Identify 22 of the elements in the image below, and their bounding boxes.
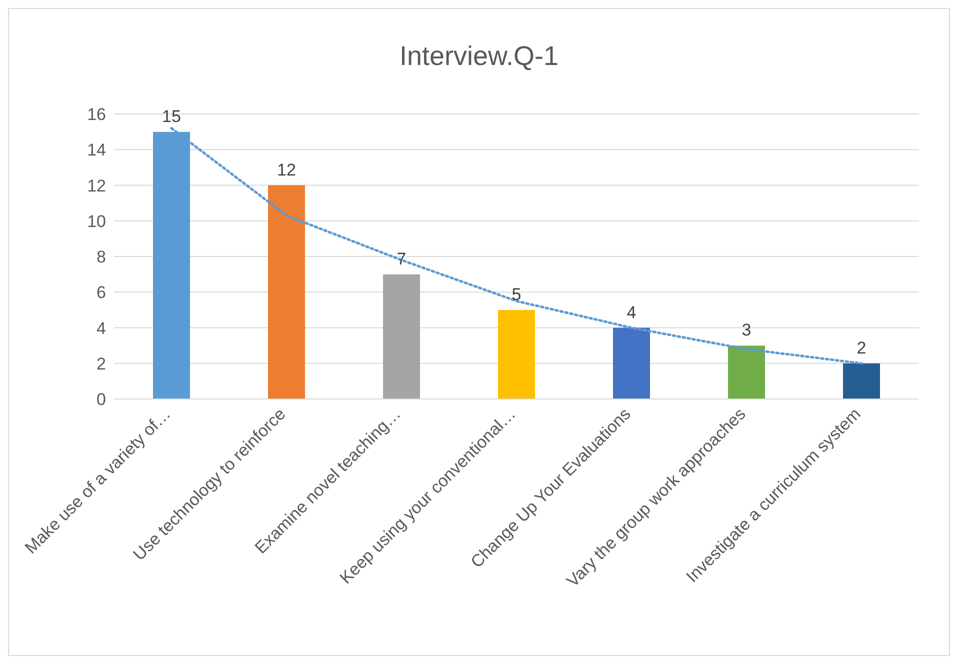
bar	[498, 310, 535, 399]
y-tick-label: 6	[96, 283, 106, 302]
data-label: 4	[626, 302, 636, 322]
y-tick-label: 8	[96, 248, 106, 267]
y-tick-label: 10	[87, 212, 106, 231]
y-tick-label: 14	[87, 140, 106, 160]
y-tick-label: 16	[87, 105, 106, 124]
bar	[728, 346, 765, 399]
data-label: 15	[162, 106, 181, 126]
chart-title: Interview.Q-1	[398, 41, 560, 72]
y-tick-label: 2	[96, 354, 106, 374]
data-label: 3	[742, 320, 752, 340]
data-label: 5	[512, 284, 522, 304]
bar	[268, 185, 305, 399]
y-tick-label: 0	[96, 390, 106, 410]
bar	[843, 363, 880, 399]
bar	[613, 328, 650, 399]
data-label: 12	[277, 160, 296, 180]
data-label: 2	[856, 338, 866, 358]
bar	[383, 274, 420, 399]
y-tick-label: 4	[96, 318, 106, 338]
y-tick-label: 12	[87, 176, 106, 196]
